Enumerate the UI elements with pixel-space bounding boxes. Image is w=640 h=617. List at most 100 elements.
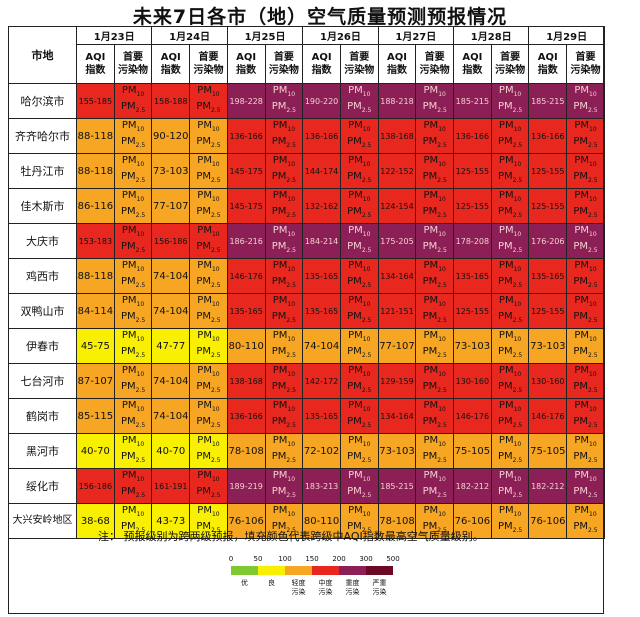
legend-label: 良	[268, 578, 275, 587]
table-row: 绥化市 156-186 PM10 PM2.5 161-191 PM10 PM2.5 189-2…	[8, 468, 605, 504]
aqi-cell: 132-162	[302, 188, 341, 224]
pollutant-cell: PM10 PM2.5	[189, 398, 228, 434]
pollutant-cell: PM10 PM2.5	[339, 188, 379, 224]
legend-label: 轻度	[292, 578, 306, 587]
aqi-cell: 134-164	[377, 258, 417, 294]
header-aqi: AQI 指数	[453, 44, 492, 84]
aqi-cell: 84-114	[76, 293, 115, 329]
pollutant-cell: PM10 PM2.5	[264, 118, 304, 154]
pollutant-cell: PM10 PM2.5	[566, 188, 605, 224]
footnote: 注： 预报级别为跨两级预报，填充颜色代表跨级中AQI指数最高空气质量级别。	[98, 530, 484, 543]
pollutant-cell: PM10 PM2.5	[566, 153, 605, 189]
pollutant-cell: PM10 PM2.5	[189, 188, 228, 224]
pollutant-cell: PM10 PM2.5	[490, 83, 530, 119]
aqi-cell: 185-215	[528, 83, 568, 119]
pollutant-cell: PM10 PM2.5	[415, 258, 455, 294]
aqi-cell: 176-206	[528, 223, 568, 259]
aqi-cell: 125-155	[453, 293, 492, 329]
pollutant-cell: PM10 PM2.5	[113, 83, 153, 119]
aqi-cell: 135-165	[226, 293, 266, 329]
legend-label: 污染	[346, 587, 360, 596]
pollutant-cell: PM10 PM2.5	[339, 363, 379, 399]
aqi-cell: 175-205	[377, 223, 417, 259]
pollutant-cell: PM10 PM2.5	[490, 223, 530, 259]
aqi-cell: 72-102	[302, 433, 341, 469]
pollutant-cell: PM10 PM2.5	[415, 328, 455, 364]
legend-tick: 500	[386, 555, 399, 563]
legend-label: 污染	[319, 587, 333, 596]
pollutant-cell: PM10 PM2.5	[113, 328, 153, 364]
pollutant-cell: PM10 PM2.5	[189, 468, 228, 504]
header-pollutant: 首要 污染物	[264, 44, 304, 84]
pollutant-cell: PM10 PM2.5	[264, 398, 304, 434]
pollutant-cell: PM10 PM2.5	[189, 503, 228, 539]
pollutant-cell: PM10 PM2.5	[264, 503, 304, 539]
table-row: 大兴安岭地区 38-68 PM10 PM2.5 43-73 PM10 PM2.5 76-106…	[8, 503, 605, 539]
aqi-cell: 183-213	[302, 468, 341, 504]
aqi-cell: 190-220	[302, 83, 341, 119]
pollutant-cell: PM10 PM2.5	[189, 363, 228, 399]
city-name: 鹤岗市	[8, 398, 77, 434]
aqi-cell: 138-168	[377, 118, 417, 154]
pollutant-cell: PM10 PM2.5	[264, 293, 304, 329]
pollutant-cell: PM10 PM2.5	[490, 153, 530, 189]
aqi-cell: 40-70	[76, 433, 115, 469]
aqi-cell: 182-212	[528, 468, 568, 504]
aqi-cell: 73-103	[377, 433, 417, 469]
aqi-cell: 136-166	[226, 398, 266, 434]
pollutant-cell: PM10 PM2.5	[490, 433, 530, 469]
city-name: 伊春市	[8, 328, 77, 364]
aqi-cell: 178-208	[453, 223, 492, 259]
pollutant-cell: PM10 PM2.5	[490, 328, 530, 364]
pollutant-cell: PM10 PM2.5	[339, 118, 379, 154]
aqi-legend: 0 50 100 150 200 300 500优良轻度污染中度污染重度污染严重污染	[229, 555, 400, 596]
aqi-cell: 134-164	[377, 398, 417, 434]
header-pollutant: 首要 污染物	[113, 44, 153, 84]
aqi-cell: 135-165	[453, 258, 492, 294]
city-name: 齐齐哈尔市	[8, 118, 77, 154]
header-aqi: AQI 指数	[302, 44, 341, 84]
pollutant-cell: PM10 PM2.5	[415, 468, 455, 504]
pollutant-cell: PM10 PM2.5	[566, 363, 605, 399]
aqi-cell: 73-103	[528, 328, 568, 364]
aqi-cell: 158-188	[151, 83, 191, 119]
aqi-cell: 40-70	[151, 433, 191, 469]
table-row: 牡丹江市 88-118 PM10 PM2.5 73-103 PM10 PM2.5 145-17…	[8, 153, 605, 189]
pollutant-cell: PM10 PM2.5	[566, 398, 605, 434]
aqi-cell: 145-175	[226, 153, 266, 189]
pollutant-cell: PM10 PM2.5	[415, 188, 455, 224]
aqi-cell: 135-165	[528, 258, 568, 294]
aqi-cell: 78-108	[226, 433, 266, 469]
header-date: 1月26日	[302, 26, 379, 45]
pollutant-cell: PM10 PM2.5	[264, 468, 304, 504]
aqi-cell: 186-216	[226, 223, 266, 259]
pollutant-cell: PM10 PM2.5	[264, 83, 304, 119]
legend-tick: 50	[254, 555, 263, 563]
city-name: 佳木斯市	[8, 188, 77, 224]
aqi-cell: 136-166	[528, 118, 568, 154]
city-name: 双鸭山市	[8, 293, 77, 329]
aqi-cell: 124-154	[377, 188, 417, 224]
aqi-cell: 75-105	[528, 433, 568, 469]
aqi-cell: 125-155	[453, 188, 492, 224]
pollutant-cell: PM10 PM2.5	[113, 188, 153, 224]
header-aqi: AQI 指数	[377, 44, 417, 84]
pollutant-cell: PM10 PM2.5	[264, 363, 304, 399]
header-aqi: AQI 指数	[528, 44, 568, 84]
pollutant-cell: PM10 PM2.5	[490, 398, 530, 434]
pollutant-cell: PM10 PM2.5	[113, 118, 153, 154]
table-row: 双鸭山市 84-114 PM10 PM2.5 74-104 PM10 PM2.5 135-16…	[8, 293, 605, 329]
aqi-cell: 74-104	[151, 293, 191, 329]
legend-label: 严重	[373, 579, 387, 587]
aqi-cell: 75-105	[453, 433, 492, 469]
pollutant-cell: PM10 PM2.5	[415, 398, 455, 434]
aqi-cell: 146-176	[226, 258, 266, 294]
table-row: 大庆市 153-183 PM10 PM2.5 156-186 PM10 PM2.5 186-2…	[8, 223, 605, 259]
aqi-cell: 85-115	[76, 398, 115, 434]
pollutant-cell: PM10 PM2.5	[566, 293, 605, 329]
aqi-cell: 129-159	[377, 363, 417, 399]
pollutant-cell: PM10 PM2.5	[339, 258, 379, 294]
aqi-cell: 90-120	[151, 118, 191, 154]
pollutant-cell: PM10 PM2.5	[566, 468, 605, 504]
aqi-cell: 136-166	[226, 118, 266, 154]
